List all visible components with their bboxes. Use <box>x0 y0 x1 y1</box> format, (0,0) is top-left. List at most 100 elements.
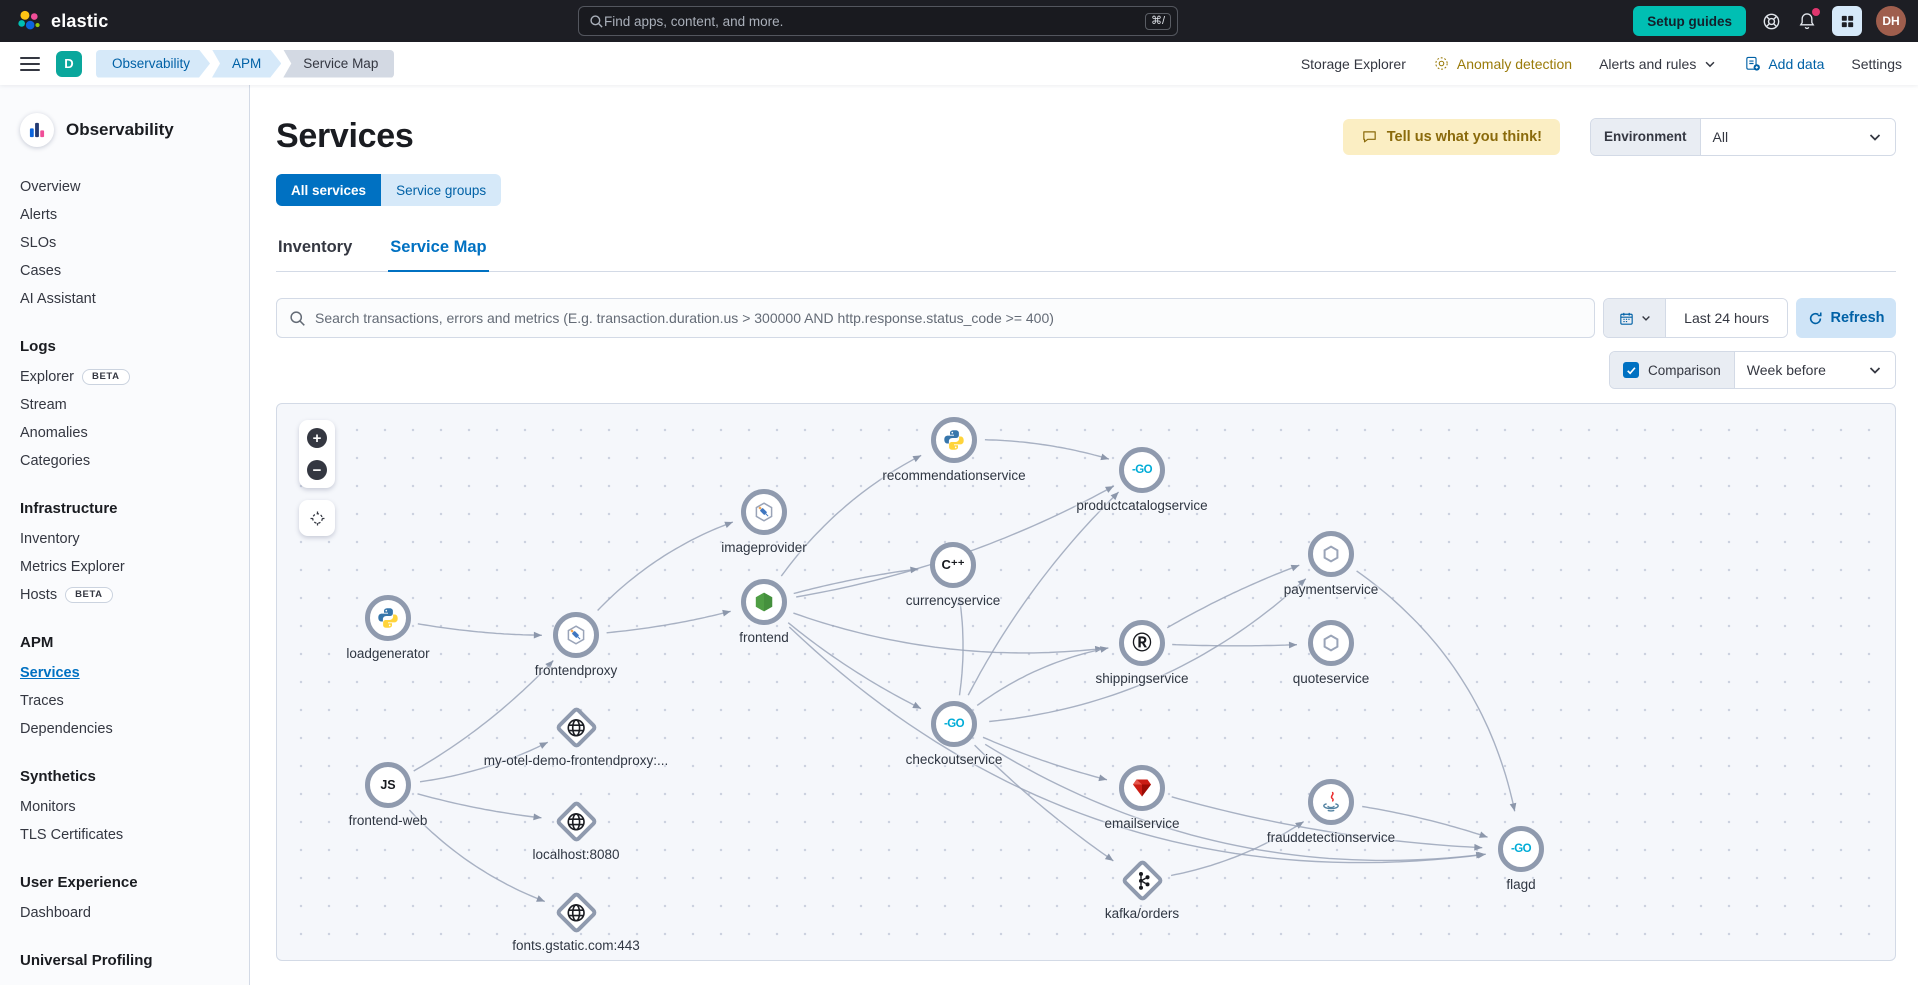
service-node-imageprovider[interactable] <box>741 489 787 535</box>
breadcrumb-service-map[interactable]: Service Map <box>283 49 395 78</box>
setup-guides-button[interactable]: Setup guides <box>1633 6 1746 36</box>
sidebar-item-stream[interactable]: Stream <box>20 397 67 413</box>
service-node-currencyservice[interactable]: C⁺⁺ <box>930 542 976 588</box>
elastic-logo-icon <box>17 9 41 31</box>
rust-icon: Ⓡ <box>1132 632 1152 654</box>
cpp-icon: C⁺⁺ <box>941 557 965 572</box>
service-node-frontend-web[interactable]: JS <box>365 762 411 808</box>
services-toggle-group: All services Service groups <box>276 174 502 206</box>
breadcrumb-apm[interactable]: APM <box>212 50 281 78</box>
service-node-frauddetectionservice[interactable] <box>1308 779 1354 825</box>
service-node-label: paymentservice <box>1283 582 1379 597</box>
top-header: elastic ⌘/ Setup guides <box>0 0 1918 42</box>
python-icon <box>376 606 400 630</box>
sidebar-title: Observability <box>66 120 174 139</box>
refresh-button[interactable]: Refresh <box>1796 298 1896 338</box>
service-node-frontend[interactable] <box>741 579 787 625</box>
storage-explorer-link[interactable]: Storage Explorer <box>1300 55 1406 72</box>
global-search[interactable]: ⌘/ <box>578 6 1178 36</box>
sidebar-item-monitors[interactable]: Monitors <box>20 799 76 815</box>
service-node-shippingservice[interactable]: Ⓡ <box>1119 620 1165 666</box>
sidebar-item-dashboard[interactable]: Dashboard <box>20 905 91 921</box>
anomaly-detection-link[interactable]: Anomaly detection <box>1433 55 1572 72</box>
sidebar-item-slos[interactable]: SLOs <box>20 235 57 251</box>
breadcrumb-observability[interactable]: Observability <box>96 50 210 78</box>
shortcut-badge: ⌘/ <box>1144 12 1171 30</box>
sidebar-item-metrics-explorer[interactable]: Metrics Explorer <box>20 559 125 575</box>
sidebar-item-cases[interactable]: Cases <box>20 263 62 279</box>
service-node-checkoutservice[interactable]: -GO <box>931 701 977 747</box>
service-node-label: emailservice <box>1104 816 1180 831</box>
help-icon[interactable] <box>1760 10 1782 32</box>
search-icon <box>590 14 603 28</box>
center-map-button[interactable] <box>299 500 335 536</box>
comparison-select[interactable]: Week before <box>1734 352 1895 388</box>
chevron-down-icon <box>1641 316 1650 321</box>
sidebar-item-inventory[interactable]: Inventory <box>20 531 80 547</box>
service-node-recommendationservice[interactable] <box>931 417 977 463</box>
service-map-edges <box>408 439 1517 903</box>
service-map-panel[interactable]: + − loadgenerator JS frontend-web frontendp… <box>276 403 1896 961</box>
service-node-localhost-8080[interactable] <box>554 799 598 843</box>
service-node-my-otel-demo-frontendproxy-[interactable] <box>554 705 598 749</box>
space-badge[interactable]: D <box>56 50 82 77</box>
user-avatar[interactable]: DH <box>1876 6 1906 36</box>
menu-hamburger-icon[interactable] <box>20 56 40 71</box>
service-node-loadgenerator[interactable] <box>365 595 411 641</box>
zoom-in-button[interactable]: + <box>307 428 327 448</box>
service-node-kafka-orders[interactable] <box>1120 858 1164 902</box>
service-node-label: loadgenerator <box>346 646 430 661</box>
breadcrumb: Observability APM Service Map <box>96 49 396 78</box>
service-node-flagd[interactable]: -GO <box>1498 826 1544 872</box>
sidebar-item-overview[interactable]: Overview <box>20 179 81 195</box>
go-icon: -GO <box>1511 843 1532 855</box>
sidebar-item-traces[interactable]: Traces <box>20 693 64 709</box>
observability-logo-icon <box>20 113 54 147</box>
comparison-checkbox[interactable] <box>1623 362 1639 378</box>
elastic-logo[interactable]: elastic <box>0 8 108 34</box>
global-search-input[interactable] <box>604 13 1145 29</box>
environment-label: Environment <box>1591 118 1701 155</box>
service-node-frontendproxy[interactable] <box>553 612 599 658</box>
transactions-search[interactable] <box>276 298 1596 338</box>
tab-service-map[interactable]: Service Map <box>388 232 489 272</box>
sidebar-item-dependencies[interactable]: Dependencies <box>20 721 113 737</box>
service-node-label: kafka/orders <box>1104 906 1180 921</box>
service-node-productcatalogservice[interactable]: -GO <box>1119 447 1165 493</box>
page-title: Services <box>276 117 414 155</box>
apps-menu-icon[interactable] <box>1832 6 1862 36</box>
settings-link[interactable]: Settings <box>1851 55 1902 72</box>
service-groups-toggle[interactable]: Service groups <box>381 174 502 206</box>
alerts-and-rules-menu[interactable]: Alerts and rules <box>1599 56 1717 72</box>
comparison-control: Comparison Week before <box>1609 351 1896 389</box>
service-node-quoteservice[interactable] <box>1308 620 1354 666</box>
sidebar-item-tls-certificates[interactable]: TLS Certificates <box>20 827 124 843</box>
sidebar-item-ai-assistant[interactable]: AI Assistant <box>20 291 96 307</box>
add-data-link[interactable]: Add data <box>1744 55 1824 72</box>
service-node-label: checkoutservice <box>905 752 1003 767</box>
ruby-icon <box>1130 776 1154 800</box>
sidebar-item-categories[interactable]: Categories <box>20 453 91 469</box>
time-range-value[interactable]: Last 24 hours <box>1666 299 1787 337</box>
service-node-fonts-gstatic-com-443[interactable] <box>554 890 598 934</box>
zoom-out-button[interactable]: − <box>307 460 327 480</box>
sidebar-nav: Overview Alerts SLOs Cases AI Assistant Logs E… <box>20 173 233 969</box>
service-node-paymentservice[interactable] <box>1308 531 1354 577</box>
check-icon <box>1626 366 1636 374</box>
date-picker[interactable]: Last 24 hours <box>1603 298 1788 338</box>
sidebar-item-anomalies[interactable]: Anomalies <box>20 425 88 441</box>
all-services-toggle[interactable]: All services <box>276 174 382 206</box>
sidebar-item-explorer[interactable]: Explorer BETA <box>20 363 233 391</box>
sidebar-item-alerts[interactable]: Alerts <box>20 207 58 223</box>
sidebar-item-hosts[interactable]: Hosts BETA <box>20 581 233 609</box>
sidebar-item-services[interactable]: Services <box>20 665 80 681</box>
chevron-down-icon <box>1869 367 1881 374</box>
environment-select[interactable]: Environment All <box>1590 117 1896 156</box>
feedback-button[interactable]: Tell us what you think! <box>1342 118 1560 155</box>
notifications-bell-icon[interactable] <box>1796 8 1820 32</box>
transactions-search-input[interactable] <box>315 310 1583 326</box>
service-node-label: recommendationservice <box>882 468 1026 483</box>
tab-inventory[interactable]: Inventory <box>278 238 353 256</box>
service-node-label: frontend <box>739 630 789 645</box>
service-node-emailservice[interactable] <box>1119 765 1165 811</box>
